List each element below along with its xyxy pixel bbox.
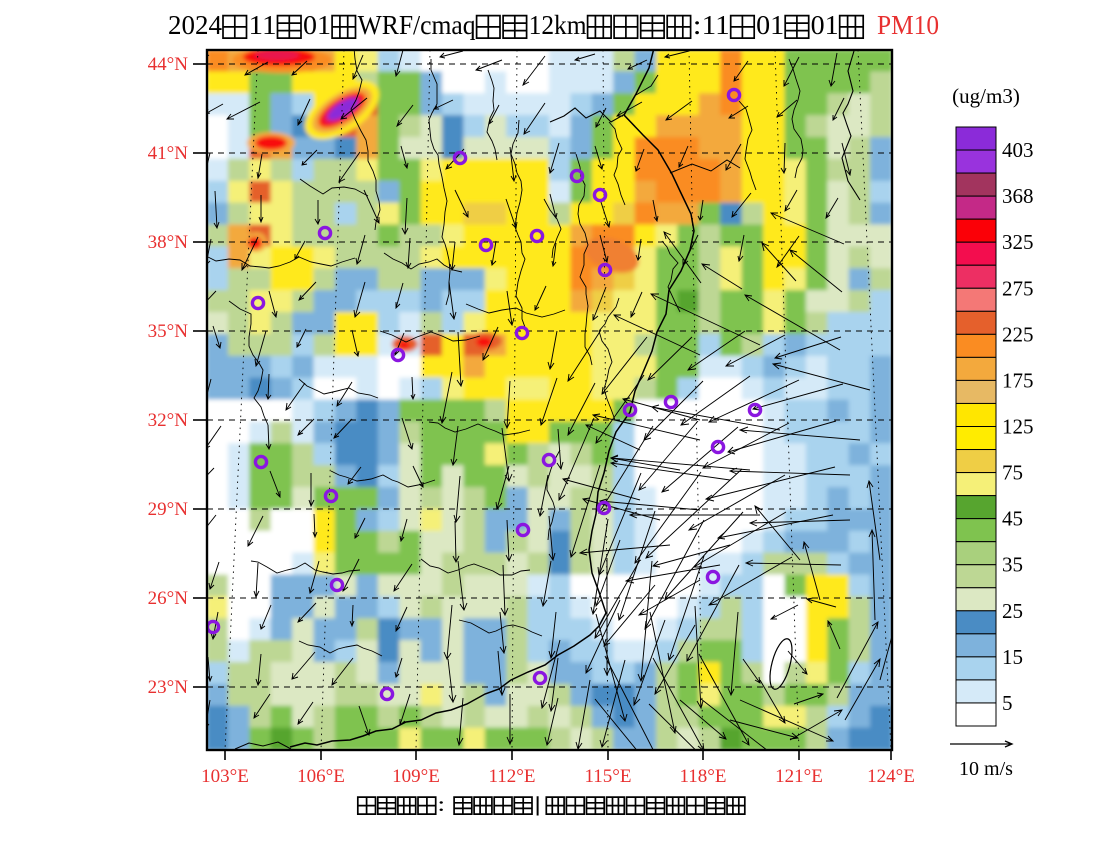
svg-text:403: 403 [1002, 138, 1034, 162]
svg-text:106°E: 106°E [297, 766, 345, 787]
svg-text:11: 11 [249, 10, 277, 40]
svg-text:118°E: 118°E [680, 766, 727, 787]
svg-text:225: 225 [1002, 322, 1034, 346]
svg-text::: : [437, 792, 445, 816]
svg-text:29°N: 29°N [148, 499, 189, 520]
svg-text:32°N: 32°N [148, 410, 189, 431]
svg-text:109°E: 109°E [392, 766, 440, 787]
svg-text:26°N: 26°N [148, 588, 189, 609]
svg-text:35: 35 [1002, 553, 1023, 577]
svg-text:23°N: 23°N [148, 677, 189, 698]
svg-text:175: 175 [1002, 368, 1034, 392]
svg-text::: : [693, 10, 702, 40]
svg-text:121°E: 121°E [775, 766, 823, 787]
svg-text:11: 11 [702, 10, 730, 40]
svg-text:PM10: PM10 [877, 10, 939, 40]
svg-text:45: 45 [1002, 507, 1023, 531]
svg-text:38°N: 38°N [148, 232, 189, 253]
svg-text:01: 01 [756, 10, 784, 40]
svg-text:41°N: 41°N [148, 143, 189, 164]
svg-text:35°N: 35°N [148, 321, 189, 342]
svg-text:01: 01 [303, 10, 331, 40]
svg-text:10 m/s: 10 m/s [959, 758, 1013, 780]
svg-text:112°E: 112°E [489, 766, 536, 787]
svg-text:75: 75 [1002, 461, 1023, 485]
svg-text:115°E: 115°E [585, 766, 632, 787]
svg-text:44°N: 44°N [148, 54, 189, 75]
svg-text:(ug/m3): (ug/m3) [952, 84, 1020, 108]
svg-text:124°E: 124°E [867, 766, 915, 787]
svg-text:275: 275 [1002, 276, 1034, 300]
svg-text:15: 15 [1002, 645, 1023, 669]
svg-text:125: 125 [1002, 415, 1034, 439]
svg-text:12km: 12km [529, 10, 587, 40]
svg-text:25: 25 [1002, 599, 1023, 623]
svg-text:WRF/cmaq: WRF/cmaq [358, 10, 476, 40]
svg-text:5: 5 [1002, 691, 1013, 715]
svg-text:103°E: 103°E [201, 766, 249, 787]
svg-text:368: 368 [1002, 184, 1034, 208]
svg-text:325: 325 [1002, 230, 1034, 254]
svg-text:|: | [534, 792, 542, 816]
svg-text:01: 01 [811, 10, 839, 40]
svg-text:2024: 2024 [168, 10, 223, 40]
